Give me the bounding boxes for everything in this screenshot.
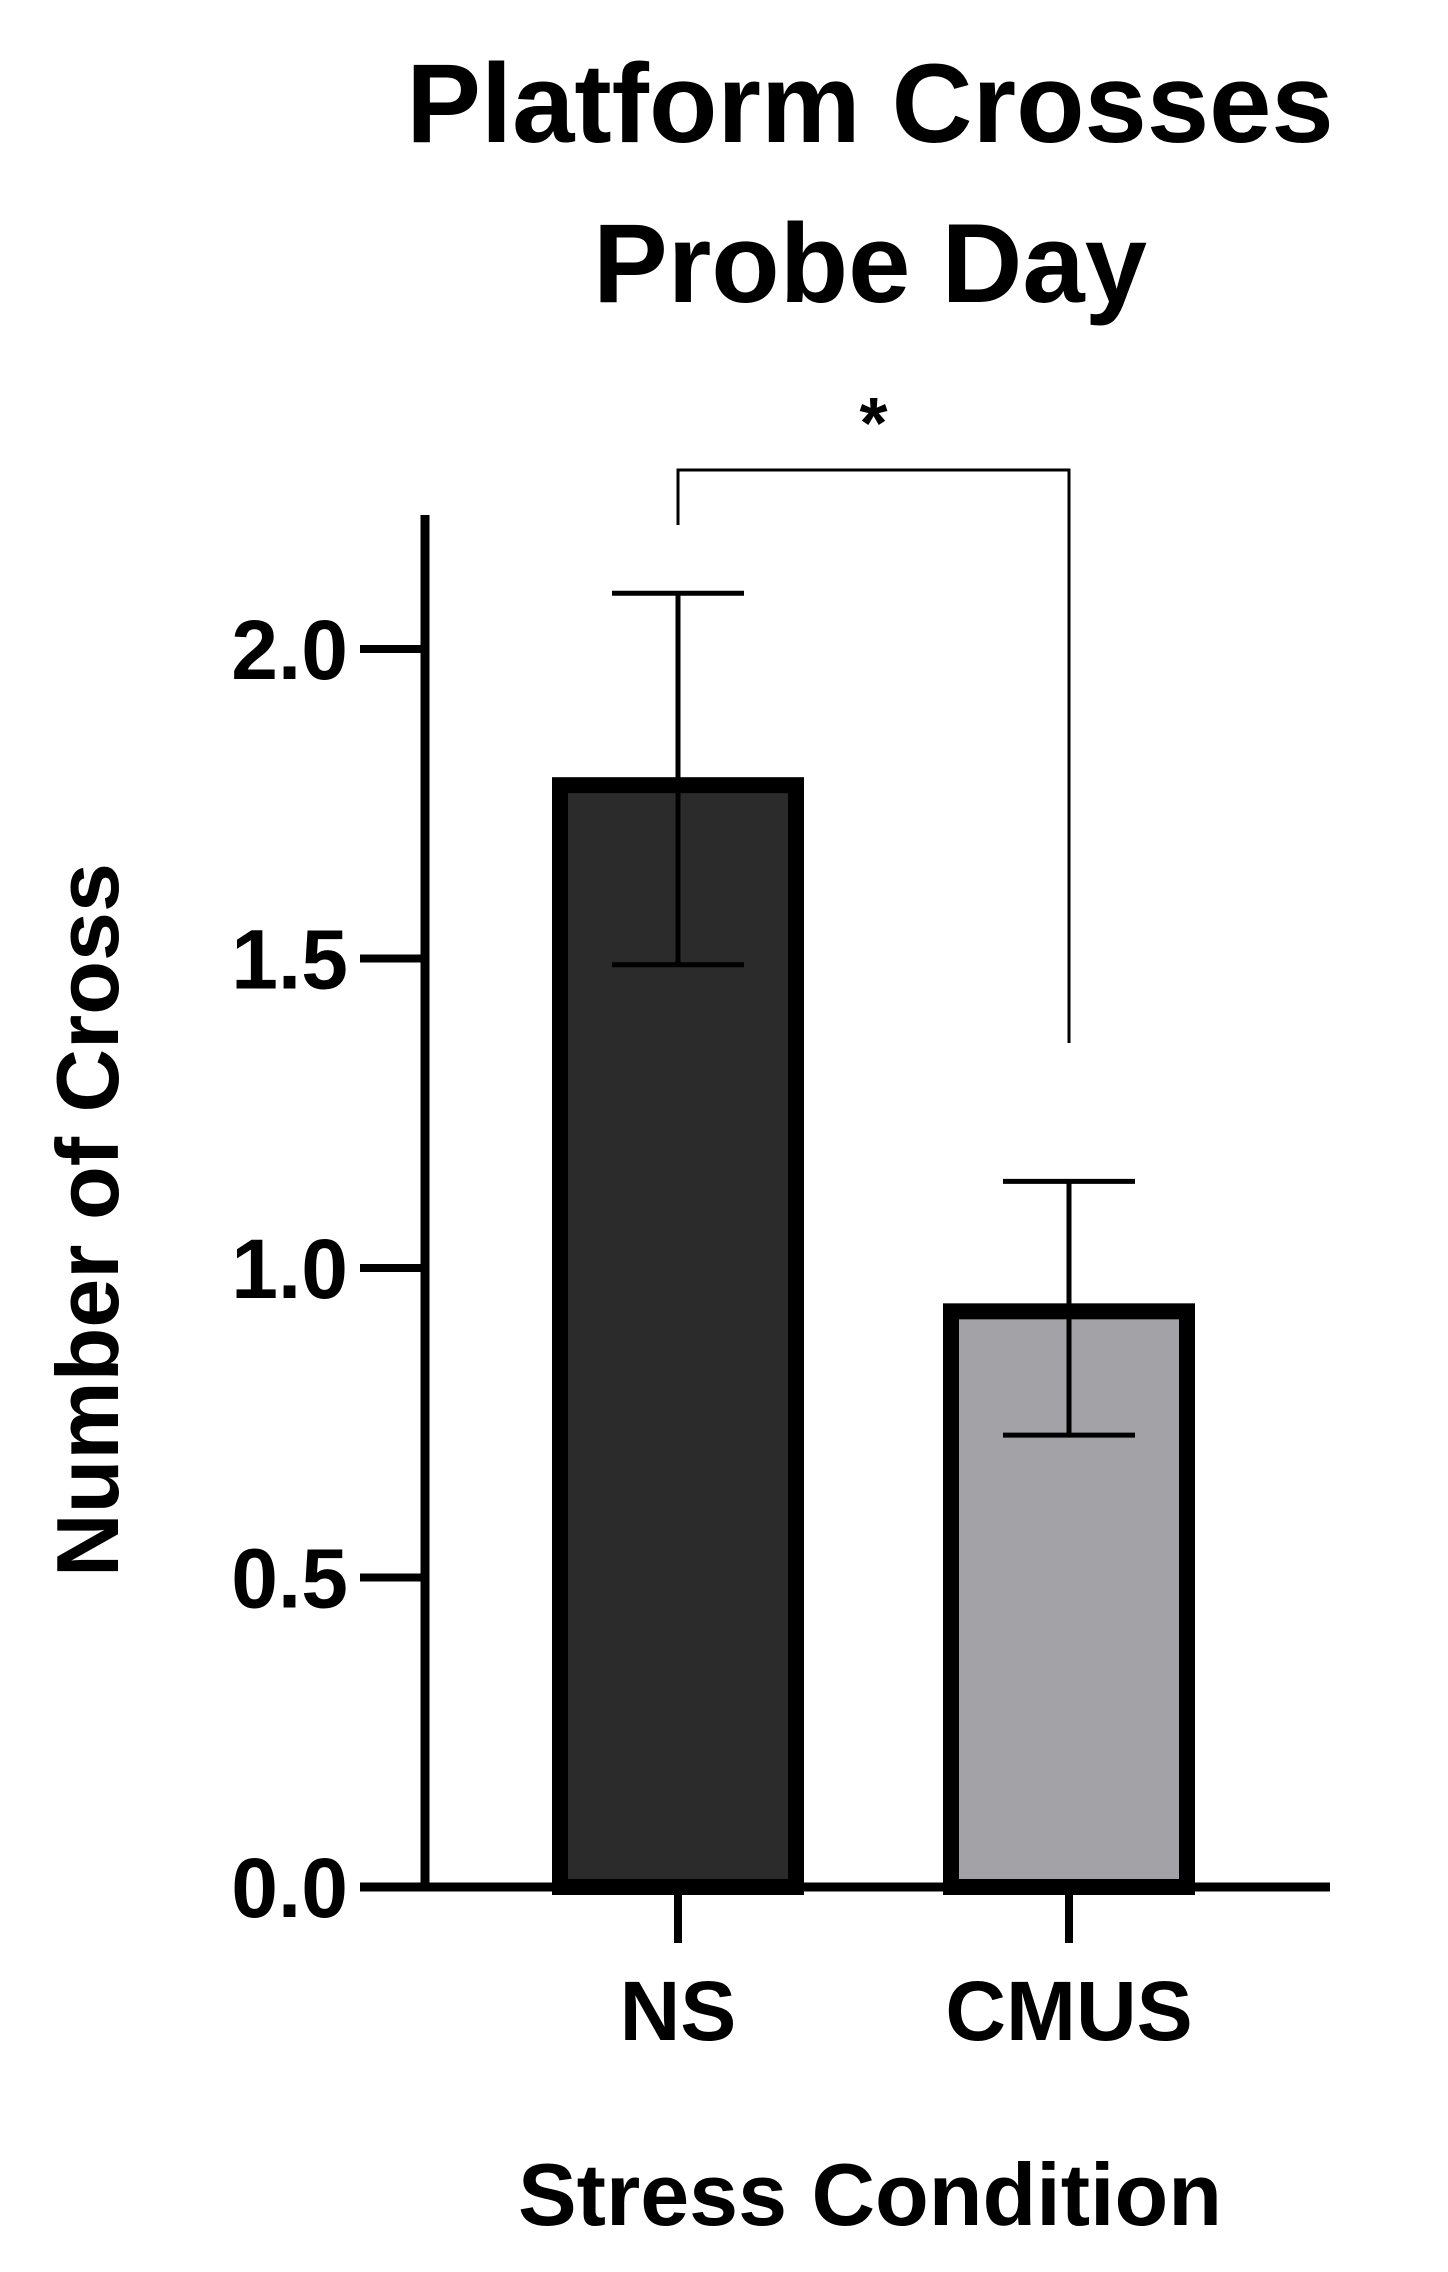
plot-area: 0.0 0.5 1.0 1.5 2.0 NS CMUS * [231, 384, 1330, 2058]
x-tick-label-cmus: CMUS [945, 1964, 1192, 2058]
x-tick-label-ns: NS [620, 1964, 737, 2058]
chart-title-line-1: Platform Crosses [406, 41, 1333, 166]
significance-bracket [676, 468, 1071, 1043]
chart-title: Platform Crosses Probe Day [406, 41, 1333, 326]
y-tick-label: 1.0 [231, 1222, 348, 1316]
significance-asterisk: * [859, 384, 887, 464]
x-axis-label: Stress Condition [518, 2145, 1222, 2244]
chart-title-line-2: Probe Day [593, 201, 1147, 326]
y-tick-label: 0.5 [231, 1532, 348, 1626]
y-tick-label: 2.0 [231, 603, 348, 697]
y-tick-label: 1.5 [231, 913, 348, 1007]
y-tick-label: 0.0 [231, 1841, 348, 1935]
y-axis-label: Number of Cross [38, 863, 137, 1577]
